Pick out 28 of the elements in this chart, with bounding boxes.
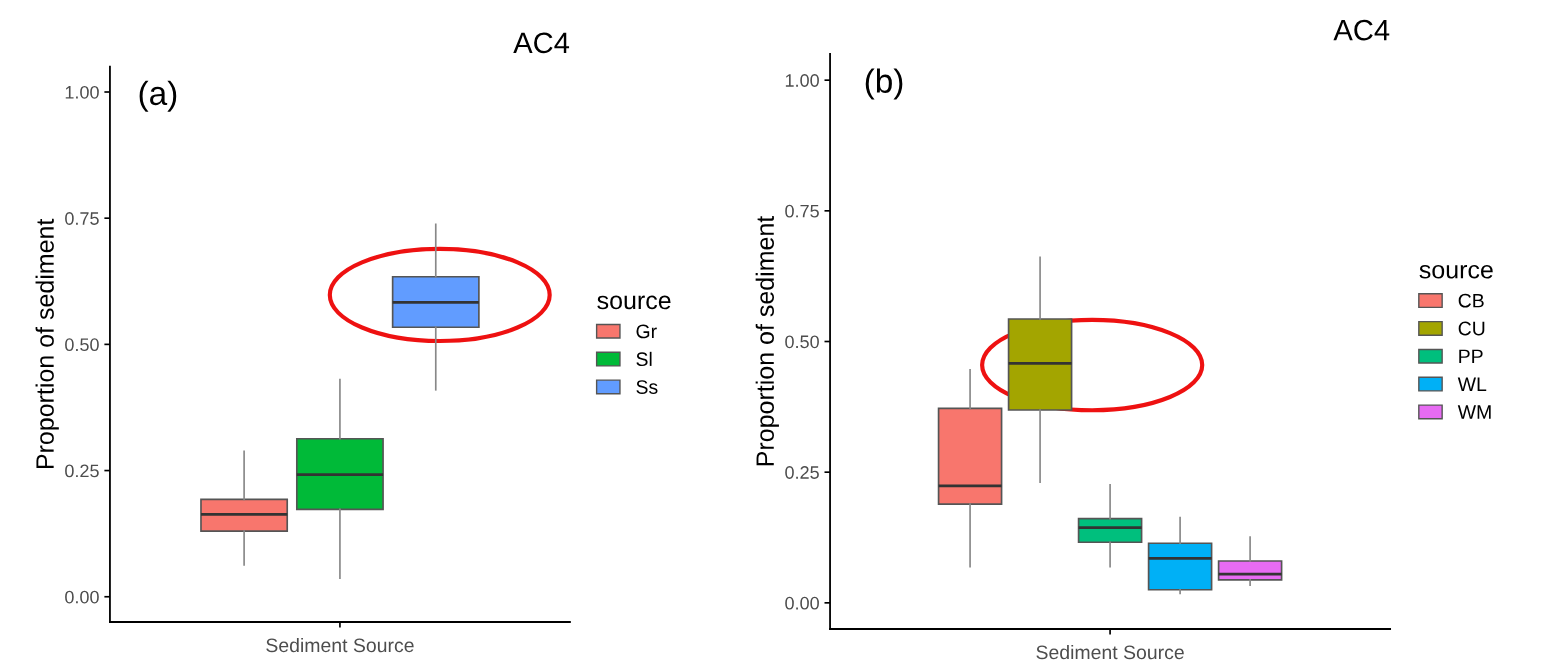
legend-label: Sl [636, 351, 652, 367]
y-axis-title: Proportion of sediment [35, 218, 59, 469]
x-axis-title: Sediment Source [1036, 644, 1184, 660]
chart-title: AC4 [513, 32, 570, 54]
annotation: (b) [865, 68, 903, 100]
legend-label: WL [1457, 377, 1487, 391]
legend-label: CU [1458, 321, 1485, 336]
y-tick-label: 0.50 [65, 338, 99, 352]
y-axis-title: Proportion of sediment [755, 215, 779, 466]
annotation: (a) [139, 80, 177, 112]
legend-label: PP [1459, 349, 1483, 364]
legend-label: WM [1457, 405, 1491, 419]
y-tick-label: 0.75 [785, 204, 819, 218]
legend-label: CB [1458, 293, 1484, 308]
y-tick-label: 0.00 [65, 590, 99, 604]
chart-title: AC4 [1333, 19, 1390, 41]
legend-label: Gr [636, 324, 657, 339]
y-tick-label: 0.25 [785, 466, 819, 479]
y-tick-label: 0.50 [785, 335, 819, 349]
x-axis-title: Sediment Source [266, 637, 414, 653]
y-tick-label: 0.75 [65, 212, 99, 225]
y-tick-label: 1.00 [785, 74, 819, 87]
legend-title: source [1419, 264, 1493, 279]
legend-label: Ss [636, 380, 658, 394]
y-tick-label: 1.00 [65, 85, 99, 99]
y-tick-label: 0.00 [785, 596, 819, 610]
legend-title: source [597, 295, 671, 310]
y-tick-label: 0.25 [65, 464, 99, 478]
